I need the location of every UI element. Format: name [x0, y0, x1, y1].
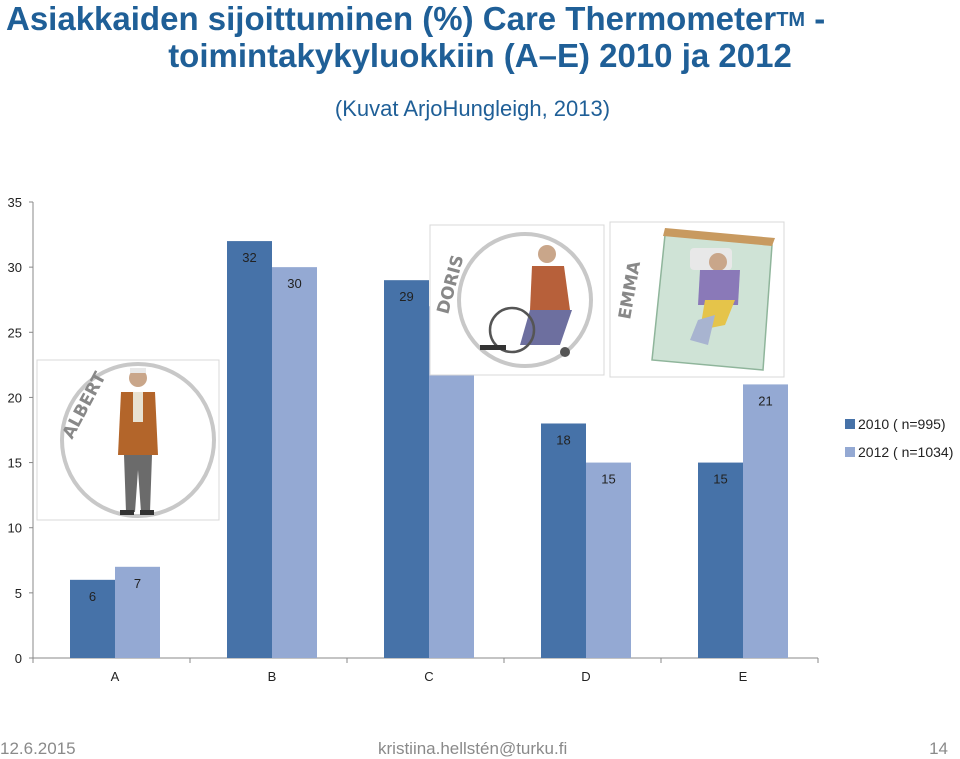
y-tick-label: 10: [8, 521, 22, 536]
legend-swatch: [845, 447, 855, 457]
bar-b-series-2: [272, 267, 317, 658]
data-label: 15: [601, 472, 615, 487]
x-tick-label: A: [111, 669, 120, 684]
y-tick-label: 35: [8, 195, 22, 210]
data-label: 32: [242, 250, 256, 265]
data-label: 7: [134, 576, 141, 591]
data-label: 18: [556, 432, 570, 447]
bar-e-series-2: [743, 384, 788, 658]
title-line2: toimintakykyluokkiin (A–E) 2010 ja 2012: [168, 37, 792, 74]
bar-a-series-2: [115, 566, 160, 658]
bar-e-series-1: [698, 462, 743, 658]
x-tick-label: C: [424, 669, 433, 684]
data-label: 21: [758, 393, 772, 408]
emma-illustration: EMMA: [609, 221, 785, 378]
x-tick-label: B: [268, 669, 277, 684]
x-tick-label: E: [739, 669, 748, 684]
slide-title: Asiakkaiden sijoittuminen (%) Care Therm…: [0, 0, 960, 74]
data-label: 6: [89, 589, 96, 604]
bar-d-series-2: [586, 462, 631, 658]
albert-illustration: ALBERT: [36, 359, 220, 521]
y-tick-label: 15: [8, 456, 22, 471]
slide-subtitle: (Kuvat ArjoHungleigh, 2013): [334, 96, 611, 121]
title-trademark: TM: [776, 9, 806, 31]
legend-label: 2010 ( n=995): [858, 416, 946, 432]
title-line1-suffix: -: [805, 0, 826, 37]
data-label: 29: [399, 289, 413, 304]
legend-swatch: [845, 419, 855, 429]
bar-a-series-1: [70, 579, 115, 658]
y-tick-label: 20: [8, 390, 22, 405]
footer-date: 12.6.2015: [0, 739, 76, 758]
title-line1: Asiakkaiden sijoittuminen (%) Care Therm…: [6, 0, 777, 37]
x-tick-label: D: [581, 669, 590, 684]
bar-d-series-1: [541, 423, 586, 658]
data-label: 30: [287, 276, 301, 291]
bar-b-series-1: [227, 241, 272, 659]
data-label: 15: [713, 472, 727, 487]
bar-c-series-1: [384, 280, 429, 658]
doris-illustration: DORIS: [429, 224, 605, 376]
chart-legend: 2010 ( n=995) 2012 ( n=1034): [845, 416, 953, 460]
footer-author-email: kristiina.hellstén@turku.fi: [378, 739, 568, 758]
y-tick-label: 25: [8, 325, 22, 340]
legend-label: 2012 ( n=1034): [858, 444, 953, 460]
y-tick-label: 30: [8, 260, 22, 275]
y-tick-label: 5: [15, 586, 22, 601]
footer-page-number: 14: [929, 739, 948, 758]
y-tick-label: 0: [15, 651, 22, 666]
